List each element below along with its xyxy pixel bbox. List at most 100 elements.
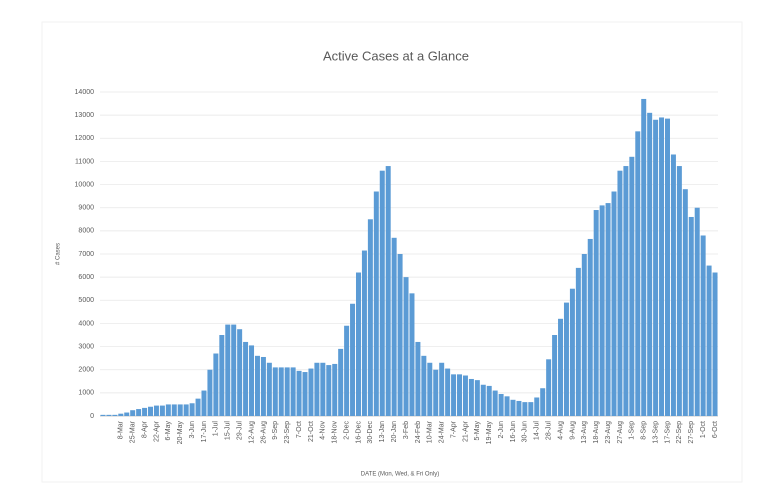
x-tick-label: 22-Apr — [153, 420, 160, 442]
bar — [445, 368, 451, 416]
bar — [676, 166, 682, 416]
bar — [558, 318, 564, 416]
y-tick-label: 14000 — [75, 89, 95, 96]
bar — [177, 404, 183, 416]
y-tick-label: 13000 — [75, 112, 95, 119]
bar — [670, 154, 676, 416]
y-tick-label: 1000 — [78, 390, 94, 397]
bar — [581, 254, 587, 416]
x-tick-label: 2-Jun — [498, 421, 505, 439]
bar — [361, 250, 367, 416]
bar — [623, 166, 629, 416]
bar — [201, 390, 207, 416]
bar — [474, 380, 480, 416]
bar — [682, 189, 688, 416]
bar — [397, 254, 403, 416]
bar — [528, 402, 534, 416]
x-tick-label: 4-Aug — [557, 421, 564, 440]
x-tick-label: 12-Aug — [248, 421, 255, 444]
bar — [587, 238, 593, 416]
y-tick-label: 3000 — [78, 343, 94, 350]
x-tick-label: 6-May — [165, 421, 172, 441]
bar — [516, 400, 522, 416]
x-tick-label: 7-Oct — [296, 421, 303, 438]
x-tick-label: 5-May — [474, 421, 481, 441]
x-tick-label: 22-Sep — [676, 421, 683, 444]
bar — [510, 399, 516, 416]
bar — [249, 345, 255, 416]
bar — [142, 407, 148, 416]
x-tick-label: 24-Mar — [439, 420, 446, 443]
x-tick-label: 16-Dec — [355, 421, 362, 444]
bar — [379, 170, 385, 416]
bar — [254, 355, 260, 416]
bar — [546, 359, 552, 416]
bar — [183, 404, 189, 416]
bar — [302, 372, 308, 416]
x-tick-label: 1-Oct — [700, 421, 707, 438]
x-tick-label: 18-Nov — [332, 421, 339, 444]
x-tick-label: 3-Feb — [403, 421, 410, 439]
x-tick-label: 8-Sep — [641, 421, 648, 440]
bar — [373, 191, 379, 416]
bar — [136, 409, 142, 416]
bar — [593, 210, 599, 416]
x-tick-label: 23-Aug — [605, 421, 612, 444]
y-tick-label: 9000 — [78, 205, 94, 212]
bar — [641, 98, 647, 416]
bar — [326, 365, 332, 416]
bar — [344, 325, 350, 416]
x-tick-label: 18-Aug — [593, 421, 600, 444]
x-axis-label: DATE (Mon, Wed, & Fri Only) — [361, 472, 439, 478]
y-tick-label: 2000 — [78, 367, 94, 374]
bar — [225, 324, 231, 416]
bar — [171, 404, 177, 416]
x-tick-label: 21-Oct — [308, 421, 315, 442]
x-tick-label: 2-Dec — [343, 421, 350, 440]
x-tick-label: 20-Jan — [391, 421, 398, 443]
bar — [207, 369, 213, 416]
y-tick-label: 0 — [90, 413, 94, 420]
bar — [712, 272, 718, 416]
bar — [278, 367, 284, 416]
bar — [415, 341, 421, 416]
bar — [421, 355, 427, 416]
y-tick-label: 12000 — [75, 135, 95, 142]
x-tick-label: 1-Sep — [629, 421, 636, 440]
bar — [492, 390, 498, 416]
bar — [355, 272, 361, 416]
bar — [260, 356, 266, 416]
bar — [148, 406, 154, 416]
bar — [266, 362, 272, 416]
bar — [433, 369, 439, 416]
x-tick-label: 13-Aug — [581, 421, 588, 444]
bar — [664, 118, 670, 416]
bar — [320, 362, 326, 416]
bar — [385, 166, 391, 416]
y-tick-label: 11000 — [75, 158, 94, 165]
bar — [272, 367, 278, 416]
bar — [213, 353, 219, 416]
x-tick-label: 10-Mar — [427, 420, 434, 443]
x-tick-label: 1-Jul — [213, 421, 220, 437]
bar — [653, 119, 659, 417]
bar — [124, 412, 130, 416]
bar — [629, 156, 635, 417]
x-tick-label: 6-Oct — [712, 421, 719, 438]
bar — [700, 235, 706, 416]
bar — [534, 397, 540, 416]
bar — [130, 410, 136, 416]
y-tick-label: 7000 — [78, 251, 94, 258]
bar — [468, 378, 474, 416]
bar — [284, 367, 290, 416]
y-axis-label: # Cases — [56, 243, 62, 265]
bar — [504, 396, 510, 416]
bar — [480, 384, 486, 416]
bar — [706, 265, 712, 416]
bar — [575, 267, 581, 416]
x-tick-label: 7-Apr — [450, 420, 457, 438]
x-tick-label: 30-Dec — [367, 421, 374, 444]
x-tick-label: 9-Sep — [272, 421, 279, 440]
bar — [427, 362, 433, 416]
chart-title: Active Cases at a Glance — [323, 48, 469, 63]
